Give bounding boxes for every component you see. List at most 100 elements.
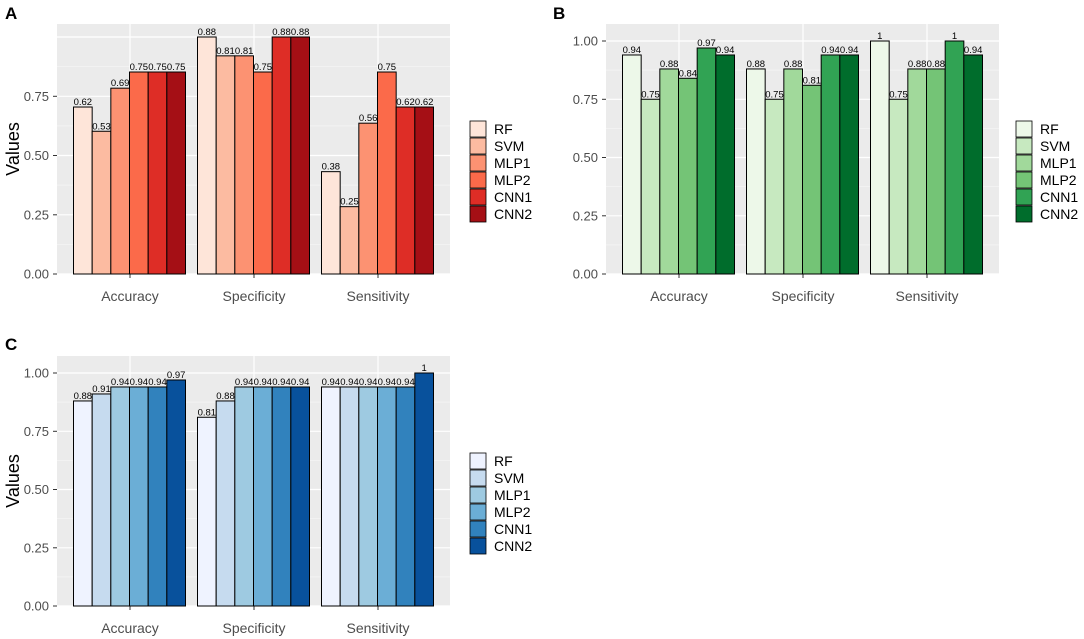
bar [290, 386, 310, 607]
bar [764, 98, 785, 275]
legend-key [469, 137, 487, 155]
bar-value-label: 0.81 [235, 46, 254, 57]
legend-label: CNN2 [494, 538, 532, 554]
bar [659, 68, 680, 275]
bar [926, 68, 946, 275]
x-category-label: Sensitivity [346, 288, 409, 304]
panel-a: A 0.00 0.25 0.50 0.75 Values [3, 4, 532, 304]
bar [963, 54, 984, 275]
legend-key [469, 188, 487, 206]
legend-key [1015, 137, 1033, 155]
bar-value-label: 0.94 [130, 377, 149, 388]
bar [358, 122, 378, 275]
legend-label: CNN2 [494, 206, 532, 222]
legend-label: RF [494, 121, 513, 137]
bar-value-label: 0.75 [641, 89, 660, 100]
bar-value-label: 0.88 [660, 59, 679, 70]
legend-key [469, 452, 487, 470]
bar-value-label: 0.75 [765, 89, 784, 100]
legend-label: MLP1 [494, 155, 531, 171]
bar [129, 71, 149, 275]
bar [321, 386, 341, 607]
legend-label: MLP1 [1040, 155, 1077, 171]
bar [129, 386, 149, 607]
legend-label: MLP1 [494, 487, 531, 503]
y-tick-label: 0.00 [24, 267, 49, 282]
bar-value-label: 0.88 [291, 27, 310, 38]
legend-label: MLP2 [494, 172, 531, 188]
bar-value-label: 0.75 [130, 62, 149, 73]
x-category-label: Accuracy [101, 620, 159, 636]
x-category-label: Accuracy [101, 288, 159, 304]
bar [696, 47, 717, 275]
bar [395, 386, 416, 607]
bar [622, 54, 642, 275]
legend-key [469, 537, 487, 555]
legend: RF SVM MLP1 MLP2 CNN1 CNN2 [1015, 120, 1078, 223]
panel-c: C 0.00 0.25 0.50 0.75 1.00 [3, 335, 532, 636]
panel-letter: B [553, 4, 565, 23]
bar-value-label: 0.94 [291, 377, 310, 388]
bar-value-label: 0.94 [111, 377, 130, 388]
bar [678, 77, 698, 275]
bar-value-label: 0.75 [889, 89, 908, 100]
legend-key [469, 120, 487, 138]
bar [234, 55, 255, 275]
bar [73, 106, 93, 275]
bar [339, 206, 360, 275]
y-tick-label: 0.00 [24, 599, 49, 614]
bar-value-label: 0.88 [198, 27, 217, 38]
bar [870, 40, 890, 275]
bar [746, 68, 766, 275]
bar-value-label: 0.81 [216, 46, 235, 57]
bar-value-label: 0.62 [396, 97, 415, 108]
bar [377, 71, 397, 275]
y-tick-label: 0.25 [24, 207, 49, 222]
bar-value-label: 0.62 [74, 97, 93, 108]
bar-value-label: 0.88 [927, 59, 946, 70]
x-category-label: Accuracy [650, 288, 708, 304]
bar-value-label: 0.88 [747, 59, 766, 70]
bar [197, 36, 217, 275]
legend-label: MLP2 [494, 504, 531, 520]
legend-label: SVM [494, 138, 524, 154]
bar [395, 106, 416, 275]
bar [907, 68, 928, 275]
bar-value-label: 0.62 [415, 97, 434, 108]
bar-value-label: 0.94 [716, 45, 735, 56]
x-axis: Accuracy Specificity Sensitivity [101, 606, 410, 636]
bar [290, 36, 310, 275]
bar [339, 386, 360, 607]
bar [358, 386, 378, 607]
y-tick-label: 0.50 [573, 150, 598, 165]
y-axis-title: Values [3, 122, 23, 176]
bar [715, 54, 736, 275]
legend-key [1015, 154, 1033, 172]
y-tick-label: 0.75 [24, 424, 49, 439]
bar [253, 386, 273, 607]
bar-value-label: 0.56 [359, 113, 378, 124]
legend-label: RF [1040, 121, 1059, 137]
legend-key [469, 469, 487, 487]
bar [147, 71, 168, 275]
bar-value-label: 1 [877, 31, 882, 42]
legend: RF SVM MLP1 MLP2 CNN1 CNN2 [469, 452, 532, 555]
y-axis: 0.00 0.25 0.50 0.75 Values [3, 89, 57, 282]
bar [215, 400, 236, 607]
x-category-label: Specificity [222, 288, 285, 304]
legend-label: RF [494, 453, 513, 469]
bar [820, 54, 841, 275]
bar-value-label: 0.94 [254, 377, 273, 388]
bar [944, 40, 965, 275]
legend-label: CNN1 [494, 521, 532, 537]
bar [888, 98, 909, 275]
bar-value-label: 0.91 [92, 384, 111, 395]
bar [839, 54, 860, 275]
panel-letter: C [5, 335, 17, 354]
x-category-label: Sensitivity [346, 620, 409, 636]
y-tick-label: 0.25 [573, 208, 598, 223]
y-tick-label: 1.00 [24, 366, 49, 381]
bar [166, 379, 187, 607]
legend-key [469, 171, 487, 189]
